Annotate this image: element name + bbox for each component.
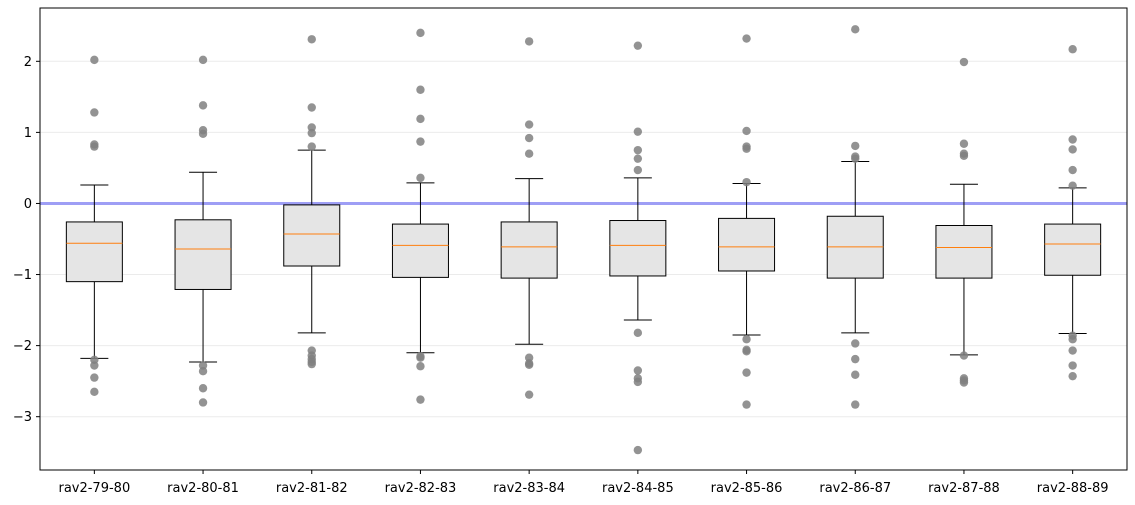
outlier-point [416,353,425,362]
outlier-point [524,360,534,370]
outlier-point [90,387,99,397]
box [65,221,123,283]
y-tick-label: −1 [13,268,32,283]
x-tick-label: rav2-87-88 [928,481,1000,496]
outlier-point [1068,371,1077,381]
outlier-point [851,154,860,163]
outlier-point [633,377,643,387]
x-tick-label: rav2-86-87 [819,481,891,496]
outlier-point [524,120,534,129]
box [935,224,993,279]
outlier-point [633,445,643,455]
outlier-point [851,25,860,34]
outlier-point [742,144,751,153]
outlier-point [198,55,208,65]
outlier-point [851,339,860,348]
outlier-point [851,370,860,379]
outlier-point [959,139,969,148]
outlier-point [198,367,208,376]
outlier-point [1068,181,1077,190]
outlier-point [416,395,425,404]
outlier-point [851,141,860,151]
outlier-point [416,137,425,146]
outlier-point [307,142,316,151]
outlier-point [198,129,208,139]
outlier-point [633,328,643,338]
outlier-point [742,335,751,344]
outlier-point [90,108,99,117]
y-tick-label: 0 [24,197,32,212]
outlier-point [416,362,425,371]
outlier-point [742,34,751,43]
outlier-point [198,398,208,407]
outlier-point [90,361,99,370]
outlier-point [851,400,860,409]
outlier-point [524,37,534,46]
outlier-point [959,378,969,387]
outlier-point [742,126,751,136]
outlier-point [1068,361,1077,370]
x-tick-label: rav2-79-80 [58,481,130,496]
outlier-point [524,133,534,143]
outlier-point [1068,346,1077,355]
y-tick-label: 1 [24,126,32,141]
outlier-point [90,55,99,65]
outlier-point [307,128,316,138]
outlier-point [1068,135,1077,144]
x-tick-label: rav2-81-82 [276,481,348,496]
y-tick-label: −2 [13,339,32,354]
outlier-point [524,149,534,158]
outlier-point [524,390,534,399]
outlier-point [959,151,969,161]
outlier-point [416,85,425,94]
outlier-point [742,400,751,409]
outlier-point [1068,145,1077,154]
outlier-point [633,154,643,163]
box [174,219,232,290]
outlier-point [959,351,969,360]
outlier-point [307,35,316,44]
outlier-point [742,347,751,356]
outlier-point [851,354,860,364]
outlier-point [416,173,425,183]
outlier-point [633,165,643,175]
y-tick-label: −3 [13,410,32,425]
outlier-point [1068,335,1077,344]
plot-frame [39,7,1128,471]
outlier-point [633,127,643,136]
outlier-point [307,103,316,112]
outlier-point [198,101,208,110]
x-tick-label: rav2-84-85 [602,481,674,496]
outlier-point [198,384,208,393]
outlier-point [307,359,316,369]
y-tick-label: 2 [24,55,32,70]
outlier-point [742,177,751,187]
box [391,223,449,278]
outlier-point [90,142,99,151]
outlier-point [416,114,425,124]
outlier-point [633,41,643,50]
box [500,221,558,279]
x-tick-label: rav2-88-89 [1037,481,1109,496]
x-tick-label: rav2-82-83 [385,481,457,496]
outlier-point [633,145,643,155]
box [609,220,667,277]
box [1044,223,1102,276]
outlier-point [416,28,425,38]
outlier-point [742,368,751,377]
box [718,217,776,272]
x-tick-label: rav2-83-84 [493,481,565,496]
outlier-point [1068,165,1077,175]
outlier-point [90,373,99,382]
outlier-point [959,57,969,67]
x-tick-label: rav2-85-86 [711,481,783,496]
outlier-point [1068,45,1077,54]
x-tick-label: rav2-80-81 [167,481,239,496]
outlier-point [633,366,643,375]
box [283,204,341,267]
